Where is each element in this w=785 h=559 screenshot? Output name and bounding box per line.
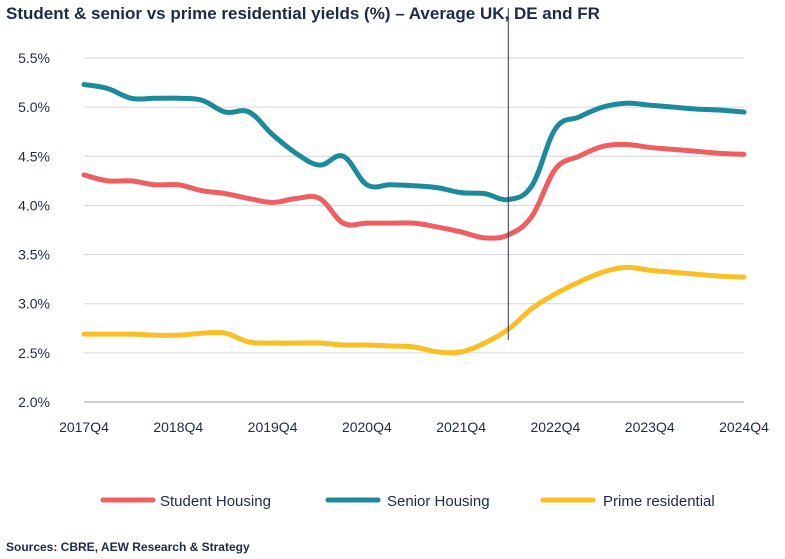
y-tick-label: 2.5% (18, 345, 50, 361)
x-tick-label: 2022Q4 (531, 419, 581, 435)
x-tick-label: 2019Q4 (248, 419, 298, 435)
y-tick-label: 4.0% (18, 197, 50, 213)
x-tick-label: 2018Q4 (153, 419, 203, 435)
series-line-student-housing (81, 141, 747, 241)
legend-label-student-housing: Student Housing (160, 493, 271, 510)
y-tick-label: 2.0% (18, 394, 50, 410)
axes: 2.0% 2.5% 3.0% 3.5% 4.0% 4.5% 5.0% 5.5% 2017Q4 20… (18, 50, 769, 435)
x-tick-label: 2017Q4 (59, 419, 109, 435)
chart-title: Student & senior vs prime residential yi… (6, 4, 600, 23)
legend-label-senior-housing: Senior Housing (387, 493, 490, 510)
series-line-senior-housing (81, 82, 747, 203)
legend-label-prime-residential: Prime residential (603, 493, 715, 510)
legend: Student Housing Senior Housing Prime resid… (100, 493, 715, 510)
x-tick-label: 2023Q4 (625, 419, 675, 435)
series-lines (81, 82, 747, 356)
x-tick-label: 2020Q4 (342, 419, 392, 435)
x-tick-label: 2024Q4 (719, 419, 769, 435)
y-tick-label: 3.5% (18, 247, 50, 263)
y-tick-label: 5.0% (18, 99, 50, 115)
y-tick-label: 4.5% (18, 148, 50, 164)
y-tick-label: 3.0% (18, 296, 50, 312)
gridlines (84, 57, 744, 354)
y-tick-label: 5.5% (18, 50, 50, 66)
series-line-prime-residential (81, 264, 747, 356)
source-note: Sources: CBRE, AEW Research & Strategy (6, 540, 250, 554)
x-tick-label: 2021Q4 (436, 419, 486, 435)
